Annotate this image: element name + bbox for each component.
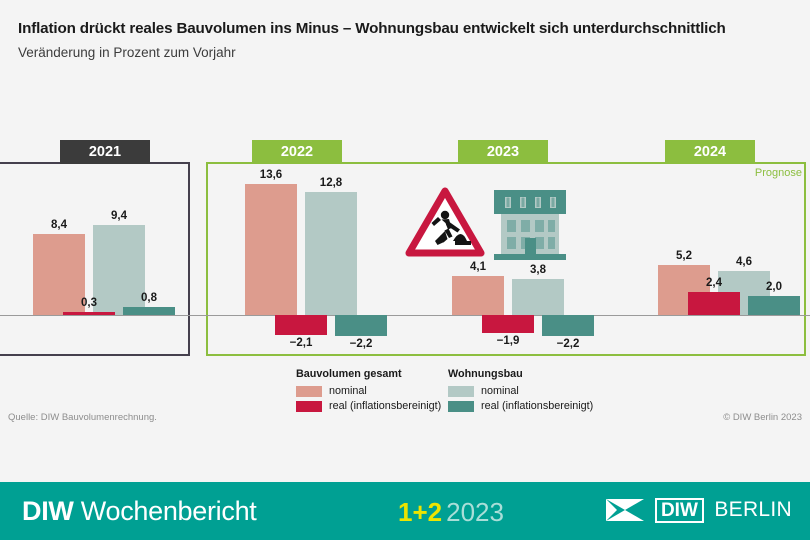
bar-2023-s0 (452, 275, 504, 315)
diw-envelope-mark-icon (606, 499, 645, 521)
logo-diw-text: DIW (654, 497, 704, 523)
copyright-note: © DIW Berlin 2023 (723, 412, 802, 423)
legend-group-bauvolumen: Bauvolumen gesamt nominal real (inflatio… (296, 368, 441, 415)
bar-label-2023-s1: −1,9 (496, 335, 520, 348)
bar-2022-s0 (245, 184, 297, 315)
legend-swatch-icon (448, 400, 474, 412)
footer-band: DIW Wochenbericht 1+2 2023 DIW BERLIN (0, 482, 810, 540)
legend-item-nominal-total: nominal (296, 385, 441, 397)
year-tab-2024: 2024 (665, 140, 755, 164)
bar-label-2024-s2: 4,6 (736, 255, 752, 268)
bar-label-2022-s3: −2,2 (349, 338, 373, 351)
bar-label-2021-s1: 0,3 (81, 297, 97, 310)
bar-2024-s3 (748, 295, 800, 315)
roadworks-sign-icon (405, 187, 485, 257)
legend-heading: Bauvolumen gesamt (296, 368, 402, 380)
footer-brand-diw: DIW (22, 496, 74, 526)
legend-heading: Wohnungsbau (448, 368, 523, 380)
diw-berlin-logo: DIW BERLIN (605, 496, 792, 526)
footer-brand: DIW Wochenbericht (22, 496, 257, 527)
bar-label-2021-s2: 9,4 (111, 209, 127, 222)
issue-number: 1+2 (398, 497, 443, 527)
bar-2022-s2 (305, 192, 357, 315)
bar-2023-s1 (482, 315, 534, 334)
legend-label: real (inflationsbereinigt) (329, 400, 442, 412)
year-tab-2021: 2021 (60, 140, 150, 164)
bar-chart-plot: 8,4 0,3 9,4 0,8 13,6 −2,1 12,8 −2,2 4,1 −1,9 3,8 −2… (0, 162, 810, 356)
bar-label-2021-s0: 8,4 (51, 219, 67, 232)
bar-2021-s1 (63, 312, 115, 315)
forecast-label: Prognose (754, 167, 802, 179)
bar-label-2022-s2: 12,8 (319, 177, 343, 190)
legend-swatch-icon (296, 400, 322, 412)
bar-label-2022-s0: 13,6 (259, 169, 283, 182)
bar-label-2024-s0: 5,2 (676, 250, 692, 263)
bar-label-2024-s3: 2,0 (766, 280, 782, 293)
bar-2023-s3 (542, 315, 594, 337)
bar-2023-s2 (512, 278, 564, 315)
bar-label-2023-s2: 3,8 (530, 263, 546, 276)
page-subtitle: Veränderung in Prozent zum Vorjahr (18, 45, 236, 60)
bar-2021-s0 (33, 234, 85, 315)
bar-label-2023-s0: 4,1 (470, 260, 486, 273)
legend-item-nominal-housing: nominal (448, 385, 593, 397)
footer-brand-wochenbericht: Wochenbericht (80, 496, 257, 526)
bar-label-2023-s3: −2,2 (556, 338, 580, 351)
legend-group-wohnungsbau: Wohnungsbau nominal real (inflationsbere… (448, 368, 593, 415)
logo-berlin-text: BERLIN (714, 498, 792, 521)
legend-item-real-total: real (inflationsbereinigt) (296, 400, 441, 412)
footer-issue: 1+2 2023 (398, 497, 504, 528)
legend-label: nominal (329, 385, 367, 397)
page-title: Inflation drückt reales Bauvolumen ins M… (18, 20, 726, 37)
year-tab-2022: 2022 (252, 140, 342, 164)
legend-label: real (inflationsbereinigt) (481, 400, 594, 412)
bar-2024-s1 (688, 291, 740, 315)
legend-swatch-icon (296, 385, 322, 397)
legend-swatch-icon (448, 385, 474, 397)
bar-2022-s1 (275, 315, 327, 336)
source-note: Quelle: DIW Bauvolumenrechnung. (8, 412, 157, 423)
legend-label: nominal (481, 385, 519, 397)
zero-axis-line (0, 315, 810, 317)
bar-label-2022-s1: −2,1 (289, 337, 313, 350)
bar-2022-s3 (335, 315, 387, 337)
bar-2021-s3 (123, 307, 175, 315)
year-tab-2023: 2023 (458, 140, 548, 164)
legend-item-real-housing: real (inflationsbereinigt) (448, 400, 593, 412)
bar-2021-s2 (93, 224, 145, 315)
bar-label-2021-s3: 0,8 (141, 292, 157, 305)
bar-label-2024-s1: 2,4 (706, 276, 722, 289)
apartment-building-icon (494, 190, 566, 260)
issue-year: 2023 (446, 497, 504, 527)
